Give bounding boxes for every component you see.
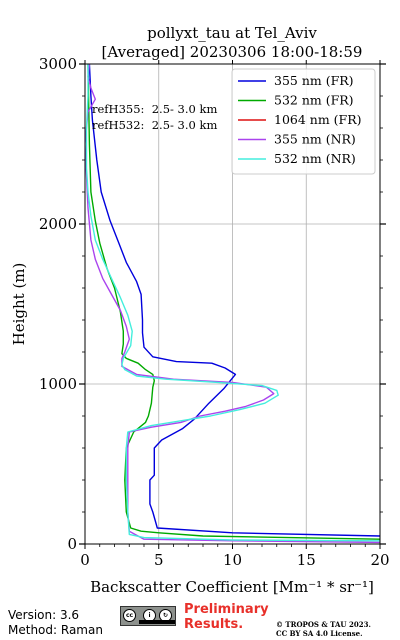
cc-badge-bar [139, 620, 175, 624]
annotation-refh532: refH532: 2.5- 3.0 km [92, 118, 217, 132]
y-tick-label: 1000 [39, 375, 77, 393]
annotation-refh355: refH355: 2.5- 3.0 km [92, 102, 217, 116]
legend-label-1064-nm-fr: 1064 nm (FR) [274, 112, 362, 127]
copyright-line-2: CC BY SA 4.0 License. [276, 629, 363, 638]
version-label: Version: 3.6 [8, 608, 80, 622]
x-tick-label: 5 [154, 551, 164, 569]
legend-label-532-nm-nr: 532 nm (NR) [274, 151, 356, 166]
legend-label-355-nm-nr: 355 nm (NR) [274, 132, 356, 147]
cc-icon: cc [123, 609, 136, 622]
copyright-line-1: © TROPOS & TAU 2023. [276, 620, 371, 629]
x-tick-label: 10 [223, 551, 242, 569]
y-tick-label: 3000 [39, 55, 77, 73]
y-axis-label: Height (m) [10, 263, 28, 346]
method-label: Method: Raman [8, 623, 103, 637]
axis-ticks: 0 5 10 15 20 0 1000 2000 3000 [39, 55, 390, 569]
series-layer [85, 64, 380, 544]
x-tick-label: 15 [297, 551, 316, 569]
backscatter-profile-chart: 0 5 10 15 20 0 1000 2000 3000 pollyxt_tau at Tel… [10, 24, 390, 596]
y-tick-label: 2000 [39, 215, 77, 233]
x-tick-label: 0 [80, 551, 90, 569]
chart-title: pollyxt_tau at Tel_Aviv [147, 24, 317, 42]
by-icon: i [143, 609, 156, 622]
legend-box [231, 68, 376, 175]
chart-subtitle: [Averaged] 20230306 18:00-18:59 [102, 43, 363, 61]
series-line-532-nm-nr [85, 64, 380, 542]
x-axis-label: Backscatter Coefficient [Mm⁻¹ * sr⁻¹] [90, 578, 374, 596]
legend-label-532-nm-fr: 532 nm (FR) [274, 93, 354, 108]
sa-icon: ↻ [159, 609, 172, 622]
x-tick-label: 20 [370, 551, 389, 569]
copyright-notice: © TROPOS & TAU 2023. CC BY SA 4.0 Licens… [276, 620, 400, 638]
preliminary-results-label: Preliminary Results. [184, 602, 269, 632]
cc-license-badge: cc i ↻ [120, 606, 176, 626]
y-tick-label: 0 [67, 535, 77, 553]
legend-label-355-nm-fr: 355 nm (FR) [274, 73, 354, 88]
legend: 355 nm (FR) 532 nm (FR) 1064 nm (FR) 355 nm… [231, 68, 376, 175]
series-line-355-nm-fr [88, 64, 380, 537]
